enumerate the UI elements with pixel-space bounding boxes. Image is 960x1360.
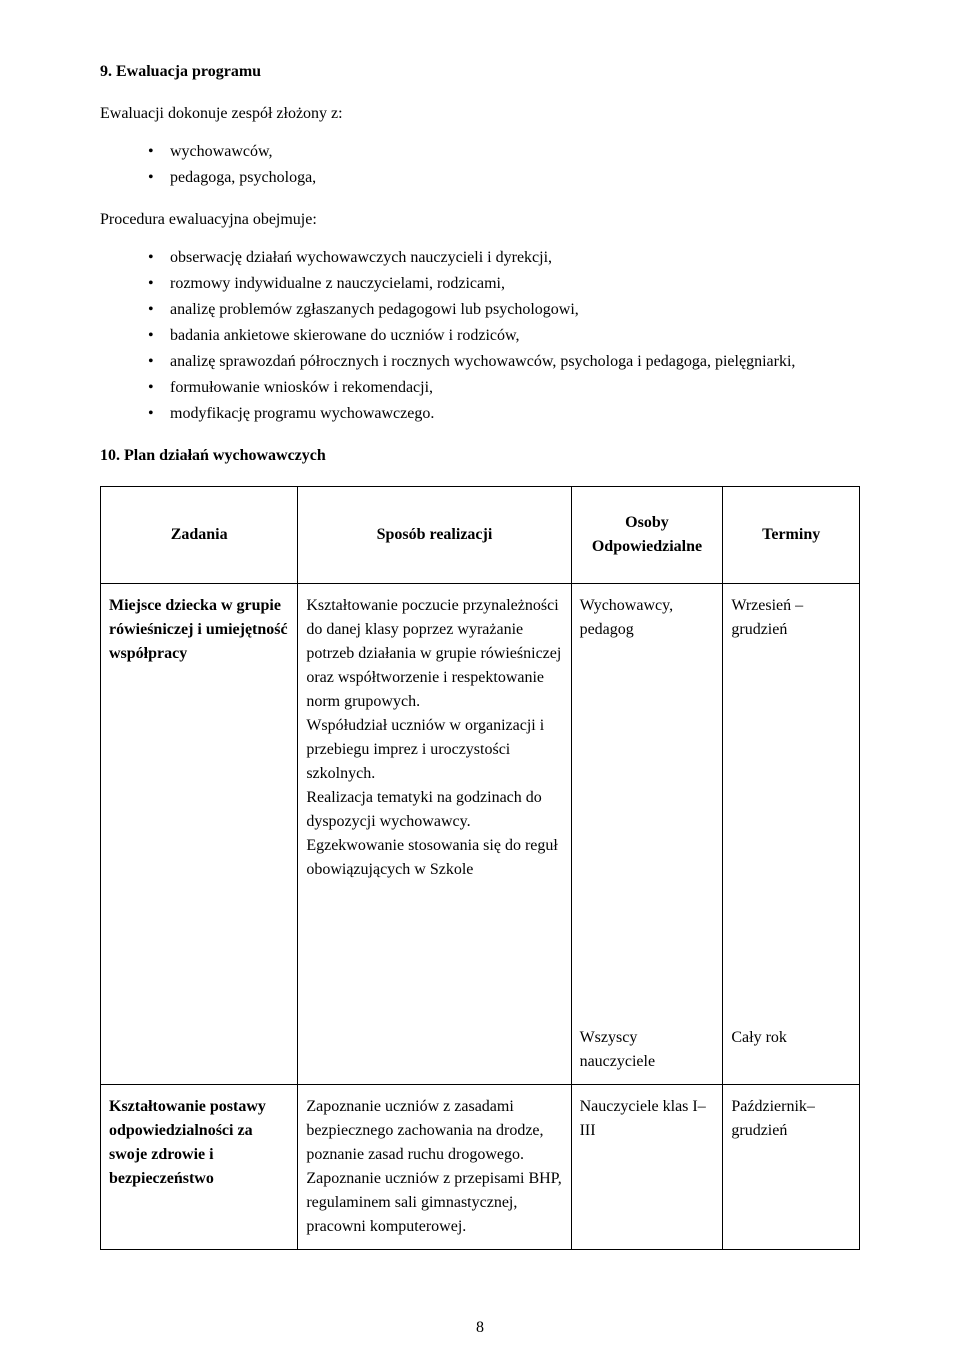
list-item: rozmowy indywidualne z nauczycielami, ro… xyxy=(148,272,860,296)
plan-table: Zadania Sposób realizacji Osoby Odpowied… xyxy=(100,486,860,1250)
table-header-row: Zadania Sposób realizacji Osoby Odpowied… xyxy=(101,487,860,584)
plan-table-wrap: Zadania Sposób realizacji Osoby Odpowied… xyxy=(100,486,860,1250)
col-header-sposob: Sposób realizacji xyxy=(298,487,571,584)
cell-zadania: Miejsce dziecka w grupie rówieśniczej i … xyxy=(101,584,298,1085)
section-heading-9: 9. Ewaluacja programu xyxy=(100,60,860,84)
list-item: modyfikację programu wychowawczego. xyxy=(148,402,860,426)
list-item: wychowawców, xyxy=(148,140,860,164)
page-number: 8 xyxy=(0,1316,960,1340)
list-item: formułowanie wniosków i rekomendacji, xyxy=(148,376,860,400)
cell-sposob: Zapoznanie uczniów z zasadami bezpieczne… xyxy=(298,1085,571,1250)
col-header-terminy: Terminy xyxy=(723,487,860,584)
col-header-zadania: Zadania xyxy=(101,487,298,584)
list-item: pedagoga, psychologa, xyxy=(148,166,860,190)
bullet-list-2: obserwację działań wychowawczych nauczyc… xyxy=(100,246,860,426)
table-row: Miejsce dziecka w grupie rówieśniczej i … xyxy=(101,584,860,1085)
intro-paragraph-2: Procedura ewaluacyjna obejmuje: xyxy=(100,208,860,232)
col-header-osoby: Osoby Odpowiedzialne xyxy=(571,487,723,584)
cell-terminy: Wrzesień –grudzieńCały rok xyxy=(723,584,860,1085)
section-heading-10: 10. Plan działań wychowawczych xyxy=(100,444,860,468)
list-item: badania ankietowe skierowane do uczniów … xyxy=(148,324,860,348)
intro-paragraph-1: Ewaluacji dokonuje zespół złożony z: xyxy=(100,102,860,126)
list-item: analizę problemów zgłaszanych pedagogowi… xyxy=(148,298,860,322)
table-row: Kształtowanie postawy odpowiedzialności … xyxy=(101,1085,860,1250)
cell-sposob: Kształtowanie poczucie przynależności do… xyxy=(298,584,571,1085)
cell-terminy: Październik– grudzień xyxy=(723,1085,860,1250)
cell-osoby: Nauczyciele klas I–III xyxy=(571,1085,723,1250)
list-item: analizę sprawozdań półrocznych i rocznyc… xyxy=(148,350,860,374)
cell-osoby: Wychowawcy, pedagogWszyscy nauczyciele xyxy=(571,584,723,1085)
bullet-list-1: wychowawców, pedagoga, psychologa, xyxy=(100,140,860,190)
cell-zadania: Kształtowanie postawy odpowiedzialności … xyxy=(101,1085,298,1250)
list-item: obserwację działań wychowawczych nauczyc… xyxy=(148,246,860,270)
